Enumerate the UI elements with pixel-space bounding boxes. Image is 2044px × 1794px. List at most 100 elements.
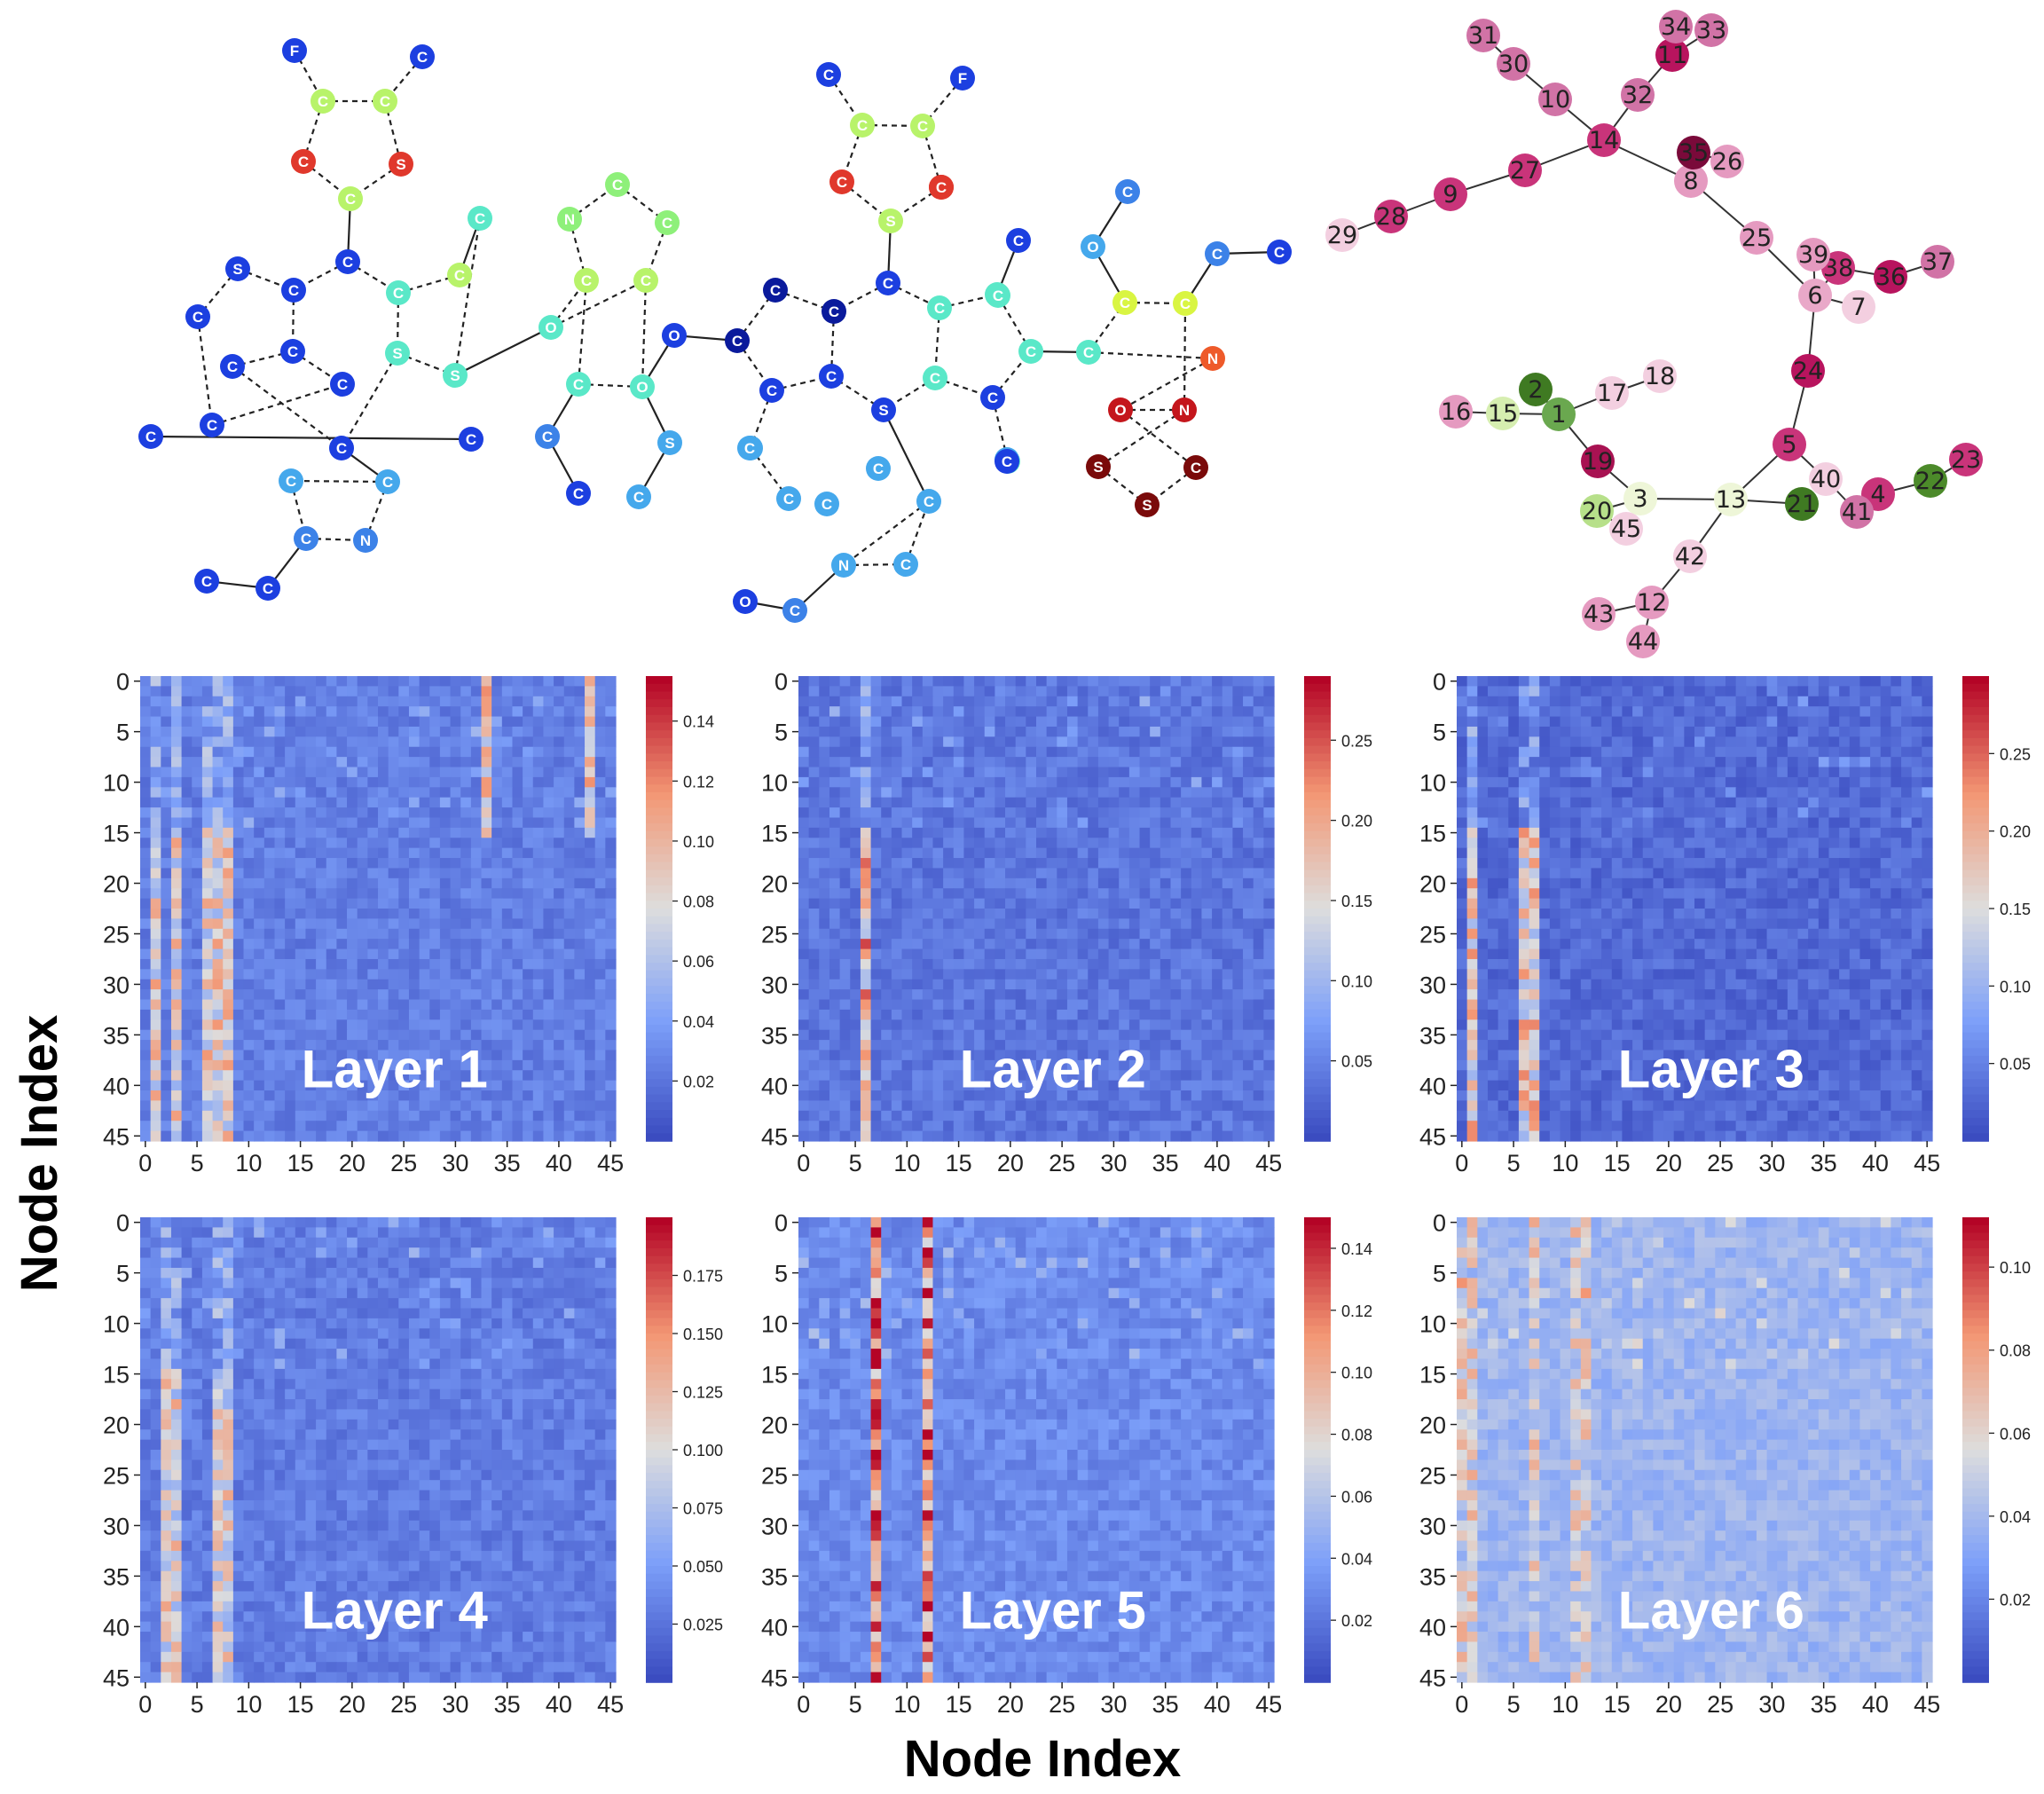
heatmap-cell	[419, 696, 430, 707]
heatmap-cell	[532, 838, 545, 849]
heatmap-cell	[1139, 939, 1151, 950]
heatmap-cell	[543, 776, 554, 788]
heatmap-cell	[192, 676, 203, 687]
heatmap-cell	[984, 909, 995, 919]
heatmap-cell	[605, 757, 617, 768]
tree-node: 40	[1809, 462, 1843, 496]
heatmap-cell	[512, 858, 523, 869]
heatmap-cell	[922, 877, 934, 889]
heatmap-cell	[798, 696, 810, 707]
heatmap-cell	[870, 1130, 882, 1142]
heatmap-cell	[943, 767, 955, 778]
heatmap-cell	[850, 898, 861, 909]
heatmap-cell	[585, 1019, 596, 1031]
heatmap-cell	[891, 1009, 903, 1020]
heatmap-cell	[1057, 939, 1068, 950]
heatmap-cell	[1191, 858, 1203, 869]
molecule-bond	[1088, 350, 1214, 360]
heatmap-cell	[201, 1121, 214, 1132]
heatmap-cell	[1036, 787, 1048, 799]
heatmap-cell	[891, 939, 903, 950]
heatmap-cell	[285, 676, 296, 687]
heatmap-cell	[585, 746, 596, 758]
heatmap-cell	[1170, 898, 1182, 909]
heatmap-cell	[1066, 726, 1079, 737]
heatmap-cell	[585, 1121, 596, 1132]
heatmap-cell	[212, 1080, 224, 1091]
heatmap-cell	[357, 736, 368, 748]
heatmap-cell	[1160, 1121, 1172, 1132]
heatmap-cell	[912, 999, 924, 1011]
heatmap-cell	[316, 1009, 327, 1020]
heatmap-cell	[512, 909, 523, 919]
heatmap-cell	[1715, 686, 1726, 697]
heatmap-cell	[523, 726, 534, 737]
heatmap-cell	[798, 909, 810, 919]
heatmap-cell	[501, 676, 514, 687]
heatmap-cell	[1160, 686, 1172, 697]
heatmap-cell	[274, 726, 286, 737]
heatmap-cell	[347, 928, 358, 940]
heatmap-cell	[829, 1130, 841, 1142]
heatmap-cell	[1128, 1070, 1141, 1082]
colorbar-segment	[1304, 1094, 1331, 1104]
heatmap-cell	[1036, 847, 1048, 859]
heatmap-cell	[201, 1130, 214, 1142]
heatmap-cell	[1487, 676, 1499, 687]
heatmap-cell	[912, 838, 924, 849]
heatmap-cell	[1684, 676, 1695, 687]
heatmap-cell	[419, 948, 430, 960]
heatmap-cell	[150, 979, 161, 990]
heatmap-cell	[326, 686, 337, 697]
heatmap-cell	[1108, 909, 1120, 919]
heatmap-cell	[181, 939, 193, 950]
heatmap-cell	[223, 1070, 234, 1082]
heatmap-cell	[1005, 888, 1017, 900]
heatmap-cell	[1253, 1100, 1264, 1112]
heatmap-cell	[860, 797, 872, 808]
heatmap-cell	[285, 999, 296, 1011]
heatmap-cell	[1181, 696, 1192, 707]
heatmap-cell	[1015, 1050, 1026, 1061]
heatmap-cell	[1181, 797, 1192, 808]
heatmap-cell	[388, 1050, 399, 1061]
heatmap-cell	[243, 716, 255, 728]
heatmap-cell	[1212, 797, 1223, 808]
heatmap-cell	[398, 877, 410, 889]
heatmap-cell	[263, 797, 276, 808]
heatmap-cell	[140, 726, 152, 737]
heatmap-cell	[501, 1050, 514, 1061]
heatmap-cell	[326, 807, 337, 819]
heatmap-cell	[263, 1110, 276, 1121]
heatmap-cell	[1057, 676, 1068, 687]
heatmap-cell	[429, 1029, 441, 1041]
heatmap-cell	[829, 1110, 841, 1121]
heatmap-cell	[963, 1019, 975, 1031]
heatmap-cell	[1036, 767, 1048, 778]
heatmap-cell	[829, 1019, 841, 1031]
heatmap-cell	[932, 1070, 944, 1082]
heatmap-cell	[974, 838, 986, 849]
heatmap-cell	[419, 958, 430, 970]
heatmap-cell	[1097, 939, 1110, 950]
heatmap-cell	[594, 1009, 606, 1020]
heatmap-cell	[223, 858, 234, 869]
heatmap-cell	[336, 776, 348, 788]
heatmap-cell	[1097, 1121, 1110, 1132]
tree-node: 35	[1677, 136, 1710, 169]
heatmap-cell	[439, 1080, 452, 1091]
heatmap-cell	[170, 958, 183, 970]
heatmap-cell	[798, 1121, 810, 1132]
heatmap-cell	[1046, 1080, 1057, 1091]
heatmap-cell	[922, 838, 934, 849]
heatmap-cell	[378, 898, 389, 909]
heatmap-cell	[1026, 1080, 1037, 1091]
heatmap-cell	[254, 736, 265, 748]
molecule-atom: S	[225, 256, 250, 281]
heatmap-cell	[563, 939, 575, 950]
heatmap-cell	[798, 716, 810, 728]
heatmap-cell	[512, 757, 523, 768]
heatmap-cell	[316, 1059, 327, 1071]
heatmap-cell	[1253, 847, 1264, 859]
heatmap-cell	[491, 1009, 503, 1020]
